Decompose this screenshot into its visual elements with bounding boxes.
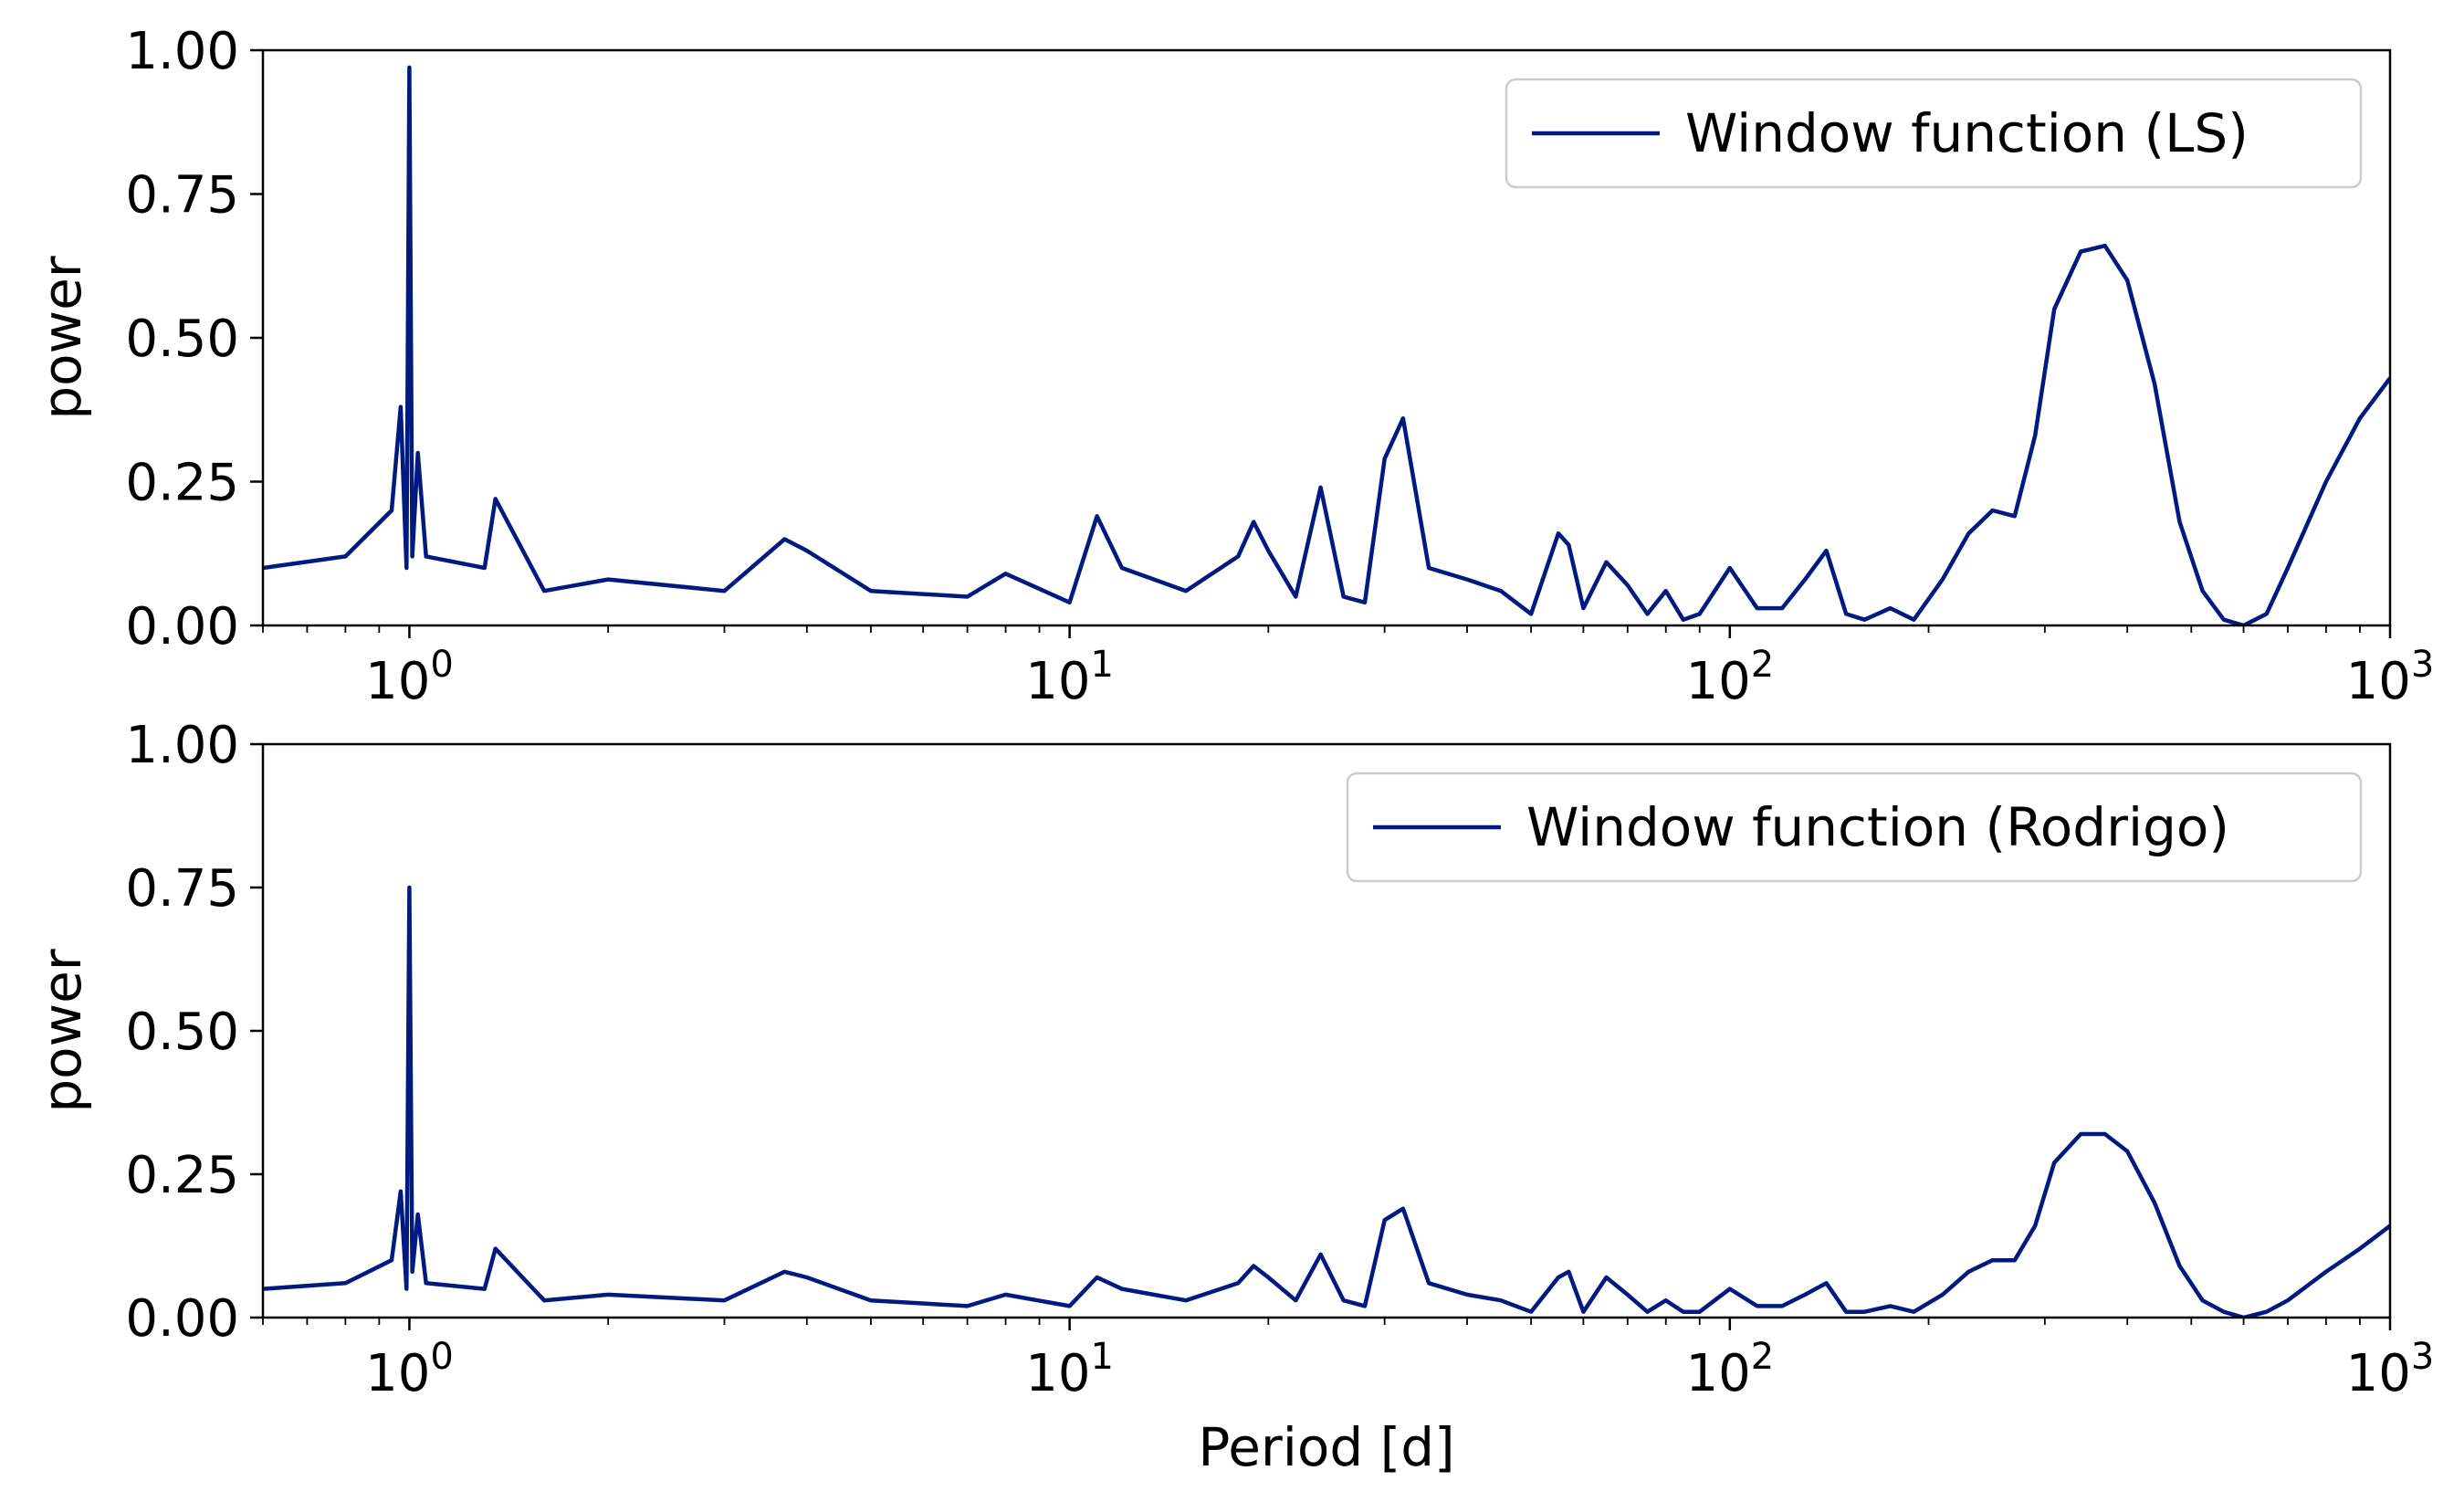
x-axis-label: Period [d]: [1198, 1416, 1454, 1478]
y-tick-label: 0.25: [125, 454, 239, 513]
x-tick-label: 103: [2346, 1336, 2435, 1403]
y-tick-label: 0.50: [125, 1003, 239, 1062]
y-tick-label: 0.00: [125, 1289, 239, 1349]
legend-frame: [1346, 772, 2363, 883]
legend-label: Window function (Rodrigo): [1526, 796, 2229, 858]
legend: Window function (LS): [1505, 78, 2363, 189]
legend-frame: [1505, 78, 2363, 189]
y-tick-label: 1.00: [125, 716, 239, 775]
panel-window-function-rodrigo: 0.00 0.25 0.50 0.75 1.00 100 101 102 103 power Win…: [31, 716, 2434, 1403]
y-tick-label: 0.25: [125, 1146, 239, 1205]
x-tick-label: 102: [1685, 644, 1774, 711]
y-tick-label: 0.75: [125, 166, 239, 226]
y-tick-label: 0.50: [125, 310, 239, 369]
panel-window-function-ls: 0.00 0.25 0.50 0.75 1.00 100 101 102 103 power Win…: [31, 22, 2434, 711]
legend-label: Window function (LS): [1685, 102, 2249, 164]
x-tick-label: 103: [2346, 644, 2435, 711]
y-tick-label: 1.00: [125, 22, 239, 81]
x-tick-label: 101: [1025, 1336, 1114, 1403]
x-tick-label: 102: [1685, 1336, 1774, 1403]
series-line-1: [263, 65, 2390, 625]
x-tick-label: 100: [365, 1336, 454, 1403]
legend: Window function (Rodrigo): [1346, 772, 2363, 883]
y-axis-label: power: [31, 949, 93, 1112]
y-axis-label: power: [31, 256, 93, 419]
x-tick-label: 100: [365, 644, 454, 711]
x-tick-label: 101: [1025, 644, 1114, 711]
y-tick-label: 0.75: [125, 859, 239, 919]
y-tick-label: 0.00: [125, 597, 239, 656]
series-line-1: [263, 885, 2390, 1318]
